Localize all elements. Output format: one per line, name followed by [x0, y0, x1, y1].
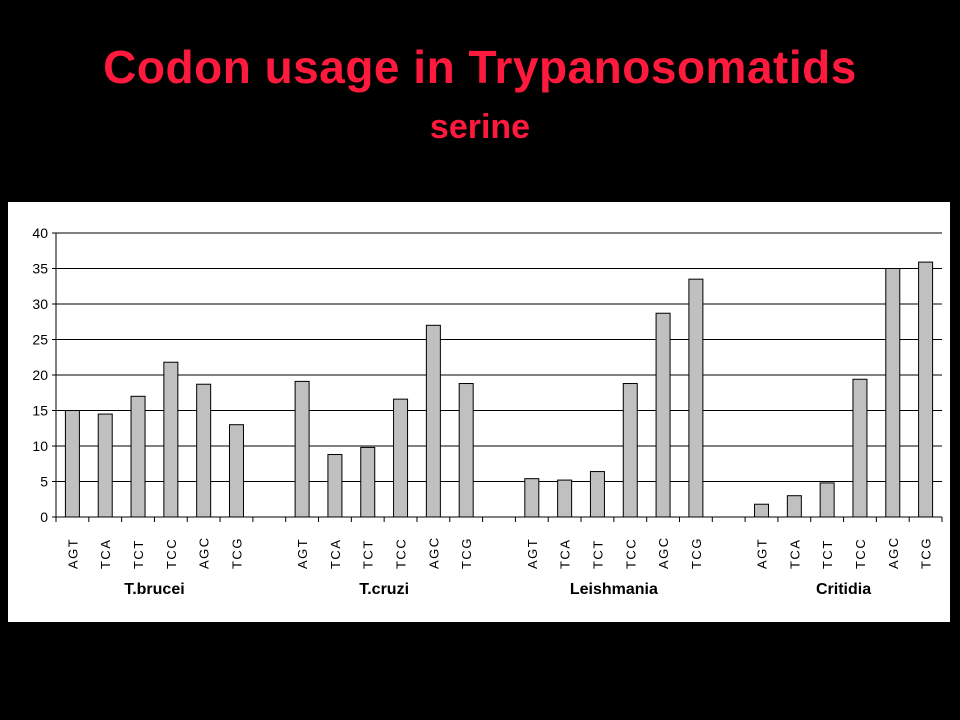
x-tick-label: TCT [590, 539, 605, 569]
bar-critidia-agt [754, 503, 770, 518]
bar-leishmania-tca [557, 479, 573, 518]
y-tick-label: 10 [32, 438, 48, 454]
x-tick-label: AGC [656, 536, 671, 569]
bar-tbrucei-tca [97, 413, 113, 518]
bar-critidia-tca [786, 495, 802, 518]
x-tick-label: TCG [459, 537, 474, 569]
bar-tbrucei-agt [64, 410, 80, 518]
x-tick-label: TCC [394, 538, 409, 569]
bar-tcruzi-tct [360, 446, 376, 518]
bar-tbrucei-tct [130, 395, 146, 518]
x-tick-label: AGT [295, 538, 310, 569]
x-tick-label: TCT [131, 539, 146, 569]
bar-tbrucei-tcg [228, 424, 244, 518]
slide-title: Codon usage in Trypanosomatids [103, 41, 857, 93]
x-tick-label: AGT [755, 538, 770, 569]
y-tick-label: 20 [32, 367, 48, 383]
group-label-leishmania: Leishmania [570, 581, 658, 598]
bar-tcruzi-tcc [393, 398, 409, 518]
bar-tcruzi-tcg [458, 383, 474, 518]
x-tick-label: TCC [164, 538, 179, 569]
y-tick-label: 30 [32, 296, 48, 312]
y-tick-label: 35 [32, 261, 48, 277]
bar-leishmania-tcc [622, 383, 638, 518]
group-label-tcruzi: T.cruzi [359, 581, 409, 598]
bar-leishmania-tct [589, 471, 605, 518]
x-tick-label: TCC [853, 538, 868, 569]
y-tick-label: 40 [32, 225, 48, 241]
group-label-tbrucei: T.brucei [124, 581, 184, 598]
slide-subtitle-text: serine [429, 108, 531, 146]
x-tick-label: TCA [558, 539, 573, 570]
y-tick-label: 15 [32, 403, 48, 419]
bar-tbrucei-tcc [163, 361, 179, 518]
y-tick-label: 5 [40, 474, 48, 490]
codon-usage-bar-chart: 0 5 10 15 20 25 30 35 40 AGT TCA TCT TCC AGC TCG T.bruc… [32, 225, 943, 598]
x-tick-label: AGT [525, 538, 540, 569]
y-tick-label: 0 [40, 509, 48, 525]
x-tick-label: AGC [197, 536, 212, 569]
bar-tbrucei-agc [196, 383, 212, 518]
bar-critidia-tcc [852, 378, 868, 518]
bar-leishmania-agc [655, 312, 671, 518]
x-tick-label: AGT [65, 538, 80, 569]
x-tick-label: TCA [98, 539, 113, 570]
x-tick-label: TCG [229, 537, 244, 569]
bar-leishmania-agt [524, 478, 540, 518]
bar-critidia-tcg [918, 261, 934, 518]
bar-tcruzi-agt [294, 380, 310, 518]
x-tick-label: TCT [361, 539, 376, 569]
x-tick-label: AGC [886, 536, 901, 569]
x-tick-label: TCT [820, 539, 835, 569]
chart-panel: 0 5 10 15 20 25 30 35 40 AGT TCA TCT TCC AGC TCG T.bruc… [8, 202, 950, 622]
y-tick-label: 25 [32, 332, 48, 348]
x-tick-label: TCA [787, 539, 802, 570]
x-tick-label: AGC [426, 536, 441, 569]
group-label-critidia: Critidia [816, 581, 871, 598]
x-tick-label: TCG [689, 537, 704, 569]
bar-tcruzi-tca [327, 454, 343, 518]
bar-leishmania-tcg [688, 278, 704, 518]
bar-critidia-tct [819, 482, 835, 518]
x-tick-label: TCG [919, 537, 934, 569]
slide-subtitle: serine [0, 108, 960, 147]
bar-tcruzi-agc [425, 324, 441, 518]
bar-critidia-agc [885, 268, 901, 518]
x-tick-label: TCA [328, 539, 343, 570]
x-tick-label: TCC [623, 538, 638, 569]
